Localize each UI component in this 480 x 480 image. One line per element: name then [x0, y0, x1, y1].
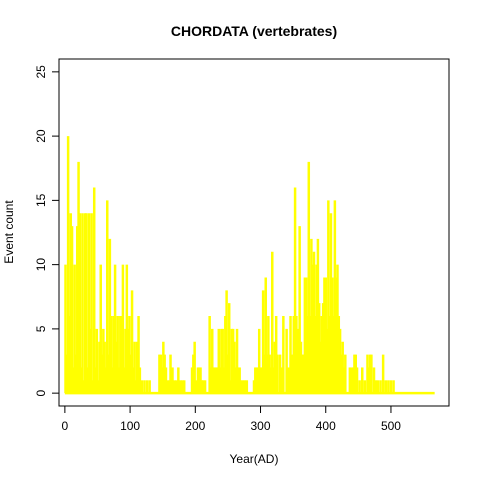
y-tick-label-20: 20: [34, 129, 48, 143]
x-axis: 0 100 200 300 400 500: [62, 405, 401, 433]
bar-series: [64, 136, 435, 395]
y-tick-label-5: 5: [34, 325, 48, 332]
x-tick-label-500: 500: [381, 419, 401, 433]
chart-title: CHORDATA (vertebrates): [171, 23, 337, 39]
y-tick-label-10: 10: [34, 258, 48, 272]
y-axis-label: Event count: [2, 200, 16, 264]
x-tick-label-400: 400: [316, 419, 336, 433]
y-tick-label-0: 0: [34, 389, 48, 396]
x-tick-label-200: 200: [185, 419, 205, 433]
y-axis: 0 5 10 15 20 25: [34, 65, 60, 396]
x-tick-label-300: 300: [251, 419, 271, 433]
x-tick-label-0: 0: [62, 419, 69, 433]
plot-frame: [58, 58, 450, 407]
x-tick-label-100: 100: [120, 419, 140, 433]
y-tick-label-25: 25: [34, 65, 48, 79]
y-tick-label-15: 15: [34, 193, 48, 207]
x-axis-label: Year(AD): [230, 452, 279, 466]
